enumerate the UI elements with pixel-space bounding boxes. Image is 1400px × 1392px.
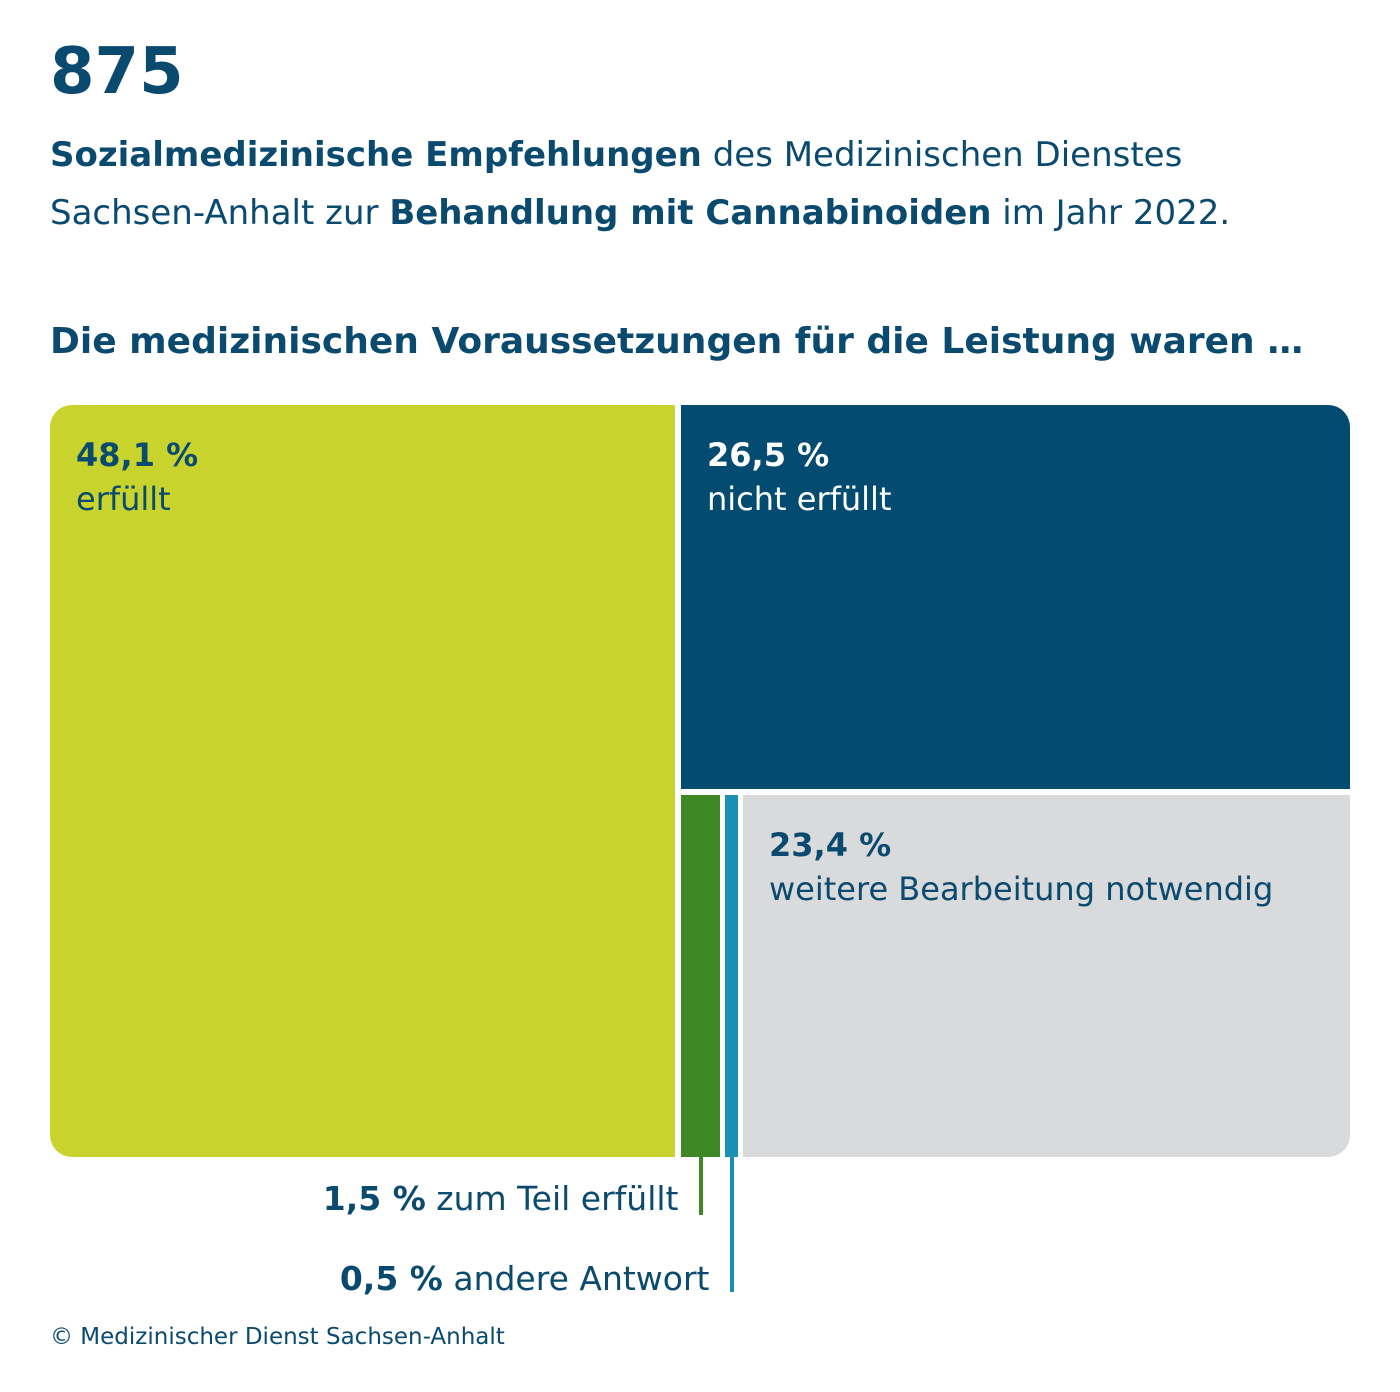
headline-bold-2: Behandlung mit Cannabinoiden — [389, 193, 992, 233]
headline: Sozialmedizinische Empfehlungen des Medi… — [50, 126, 1370, 242]
headline-text-1: des Medizinischen Dienstes — [701, 135, 1183, 175]
tile-weitere-bearbeitung: 23,4 % weitere Bearbeitung notwendig — [743, 795, 1350, 1157]
callout-label: 1,5 % zum Teil erfüllt — [323, 1182, 679, 1215]
tile-label: 23,4 % weitere Bearbeitung notwendig — [769, 823, 1273, 911]
leader-line — [698, 1157, 703, 1215]
category-label: zum Teil erfüllt — [425, 1179, 679, 1218]
value-label: 1,5 % — [322, 1179, 426, 1218]
total-count: 875 — [50, 35, 184, 109]
treemap-chart: 48,1 % erfüllt 26,5 % nicht erfüllt 23,4 % we… — [50, 405, 1350, 1157]
value-label: 26,5 % — [707, 436, 830, 474]
headline-bold-1: Sozialmedizinische Empfehlungen — [50, 135, 702, 175]
tile-label: 26,5 % nicht erfüllt — [707, 433, 891, 521]
category-label: andere Antwort — [442, 1259, 710, 1298]
leader-line — [729, 1157, 734, 1292]
category-label: nicht erfüllt — [707, 480, 892, 518]
callout-label: 0,5 % andere Antwort — [340, 1262, 710, 1295]
category-label: weitere Bearbeitung notwendig — [769, 870, 1274, 908]
headline-text-2: Sachsen-Anhalt zur — [50, 193, 390, 233]
tile-nicht-erfuellt: 26,5 % nicht erfüllt — [681, 405, 1350, 789]
headline-text-3: im Jahr 2022. — [991, 193, 1231, 233]
category-label: erfüllt — [76, 480, 171, 518]
value-label: 23,4 % — [769, 826, 892, 864]
copyright-source: © Medizinischer Dienst Sachsen-Anhalt — [50, 1324, 505, 1350]
tile-erfuellt: 48,1 % erfüllt — [50, 405, 675, 1157]
value-label: 0,5 % — [339, 1259, 443, 1298]
tile-label: 48,1 % erfüllt — [76, 433, 198, 521]
chart-title: Die medizinischen Voraussetzungen für di… — [50, 321, 1304, 362]
value-label: 48,1 % — [76, 436, 199, 474]
tile-zum-teil-erfuellt — [681, 795, 720, 1157]
tile-andere-antwort — [725, 795, 738, 1157]
